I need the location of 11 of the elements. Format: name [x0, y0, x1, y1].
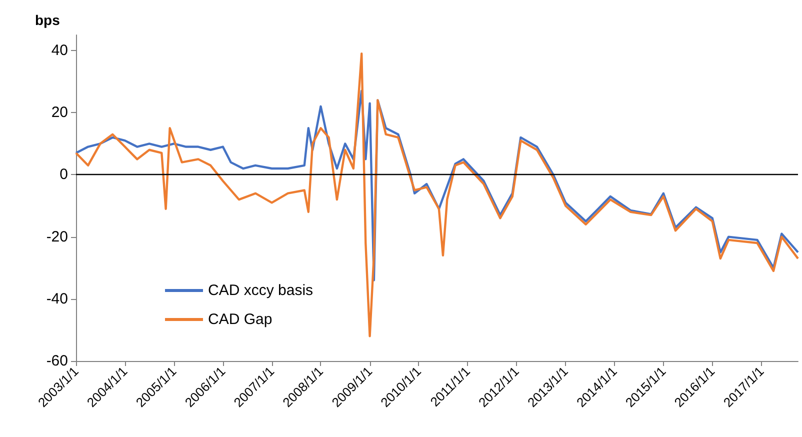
y-tick-label: -60	[46, 352, 68, 370]
y-tick-label: 40	[51, 42, 68, 60]
y-tick-label: -40	[46, 290, 68, 308]
y-axis-title: bps	[35, 12, 60, 28]
line-series	[74, 90, 800, 282]
y-tick-label: 0	[60, 166, 68, 184]
legend-label: CAD xccy basis	[208, 282, 314, 299]
line-series	[74, 52, 800, 338]
legend-label: CAD Gap	[208, 311, 272, 328]
y-tick-label: -20	[46, 228, 68, 246]
y-tick-label: 20	[51, 104, 68, 122]
